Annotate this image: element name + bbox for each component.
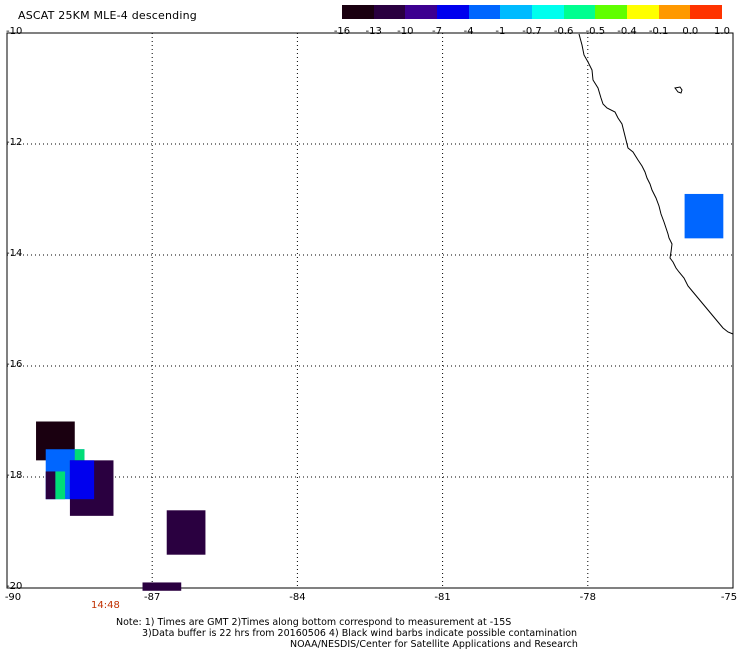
latitude-tick-label: -14	[6, 248, 23, 259]
latitude-tick-label: -12	[6, 137, 23, 148]
color-scale-bar: -16 -13 -10 -7 -4 -1 -0.7 -0.6 -0.5 -0.4 -0.1 0.0 1.…	[334, 5, 730, 37]
latitude-tick-label: -16	[6, 359, 23, 370]
color-scale-segment	[532, 5, 565, 19]
color-scale-label: -10	[397, 26, 414, 37]
color-scale-label: -16	[333, 26, 351, 37]
island	[674, 86, 683, 94]
longitude-tick-label: -90	[4, 592, 22, 603]
color-scale-label: -0.6	[553, 26, 574, 37]
plot-frame	[6, 32, 734, 589]
latitude-tick-label: -18	[6, 470, 23, 481]
color-scale-label: -0.1	[648, 26, 669, 37]
note-line-1: Note: 1) Times are GMT 2)Times along bot…	[116, 617, 512, 628]
color-scale-segment	[405, 5, 438, 19]
wind-data-cell	[69, 460, 95, 500]
color-scale-segment	[627, 5, 660, 19]
color-scale-segment	[437, 5, 470, 19]
pass-time-label: 14:48	[91, 600, 120, 611]
latitude-tick-label: -10	[6, 26, 23, 37]
color-scale-segment	[500, 5, 533, 19]
wind-data-cell	[142, 582, 182, 591]
color-scale-label: -13	[365, 26, 382, 37]
color-scale-label: -1	[495, 26, 506, 37]
color-scale-segment	[658, 5, 691, 19]
wind-data-cell	[45, 471, 56, 500]
longitude-tick-label: -84	[289, 592, 306, 603]
color-scale-label: -7	[432, 26, 442, 37]
color-scale-label: -0.4	[617, 26, 637, 37]
grid-lines	[7, 33, 733, 588]
note-line-3: NOAA/NESDIS/Center for Satellite Applica…	[290, 639, 578, 650]
wind-data-cells	[36, 193, 724, 591]
note-line-2: 3)Data buffer is 22 hrs from 20160506 4)…	[142, 628, 578, 639]
color-scale-segment	[563, 5, 596, 19]
wind-data-cell	[55, 471, 66, 500]
longitude-tick-label: -78	[579, 592, 596, 603]
wind-data-cell	[166, 510, 206, 555]
longitude-tick-label: -81	[434, 592, 451, 603]
longitude-tick-label: -87	[144, 592, 161, 603]
color-scale-segment	[690, 5, 723, 19]
color-scale-segment	[468, 5, 501, 19]
color-scale-label: -0.5	[585, 26, 606, 37]
coastline	[578, 33, 734, 335]
wind-data-cell	[684, 193, 724, 239]
chart-title: ASCAT 25KM MLE-4 descending	[18, 9, 197, 22]
latitude-tick-label: -20	[6, 581, 23, 592]
color-scale-segment	[342, 5, 375, 19]
color-scale-label: 0.0	[682, 26, 699, 37]
color-scale-segment	[373, 5, 406, 19]
color-scale-label: -4	[463, 26, 474, 37]
color-scale-label: 1.0	[714, 26, 730, 37]
longitude-tick-label: -75	[720, 592, 738, 603]
color-scale-label: -0.7	[522, 26, 542, 37]
color-scale-segment	[595, 5, 628, 19]
